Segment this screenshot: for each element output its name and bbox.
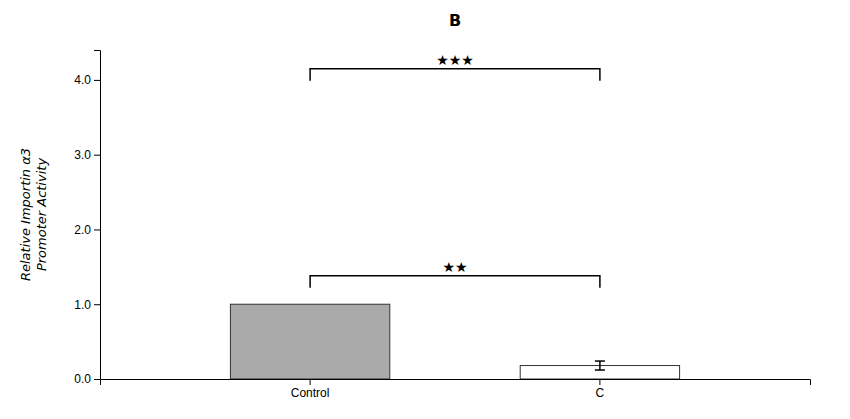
y-tick-label: 4.0 [74, 73, 91, 87]
significance-bracket [310, 276, 600, 288]
bar [230, 304, 389, 379]
y-tick-label: 3.0 [74, 148, 91, 162]
y-axis-title: Relative Importin α3Promoter Activity [18, 148, 49, 281]
x-tick-mark [310, 379, 311, 385]
y-tick-mark [94, 80, 100, 81]
y-axis-title-line: Promoter Activity [34, 158, 49, 271]
y-tick-label: 1.0 [74, 298, 91, 312]
error-bar-line [595, 369, 605, 371]
significance-bracket [310, 69, 600, 81]
title: B [449, 11, 461, 30]
y-tick: 0.0 [74, 372, 100, 386]
y-axis-title-line: Relative Importin α3 [18, 148, 33, 281]
x-axis: Control C [101, 379, 811, 400]
annotations: ★★★★★ [310, 52, 600, 288]
y-tick-label: 0.0 [74, 372, 91, 386]
y-tick-label: 2.0 [74, 223, 91, 237]
y-tick: 1.0 [74, 298, 100, 312]
y-tick-mark [94, 379, 100, 380]
x-tick-label: C [596, 386, 605, 400]
x-axis-line [101, 380, 811, 386]
x-tick-label: Control [291, 386, 330, 400]
y-tick-mark [94, 229, 100, 230]
plot: 0.01.02.03.04.0ControlC★★★★★ [74, 51, 810, 400]
y-axis-line [94, 51, 101, 380]
y-tick: 2.0 [74, 223, 100, 237]
x-tick: Control [291, 379, 330, 400]
error-bar-line [599, 361, 601, 370]
y-tick-mark [94, 304, 100, 305]
y-tick: 3.0 [74, 148, 100, 162]
significance-label: ★★★ [436, 52, 474, 68]
y-tick: 4.0 [74, 73, 100, 87]
y-tick-mark [94, 155, 100, 156]
marks [230, 304, 679, 379]
x-tick: C [596, 379, 605, 400]
x-tick-mark [599, 379, 600, 385]
error-bar [595, 361, 605, 370]
error-bar-line [595, 360, 605, 362]
y-axis: 0.0 1.0 2.0 3.0 4.0 [74, 51, 100, 387]
significance-label: ★★ [442, 259, 467, 275]
chart: 0.01.02.03.04.0ControlC★★★★★BRelative Im… [0, 0, 850, 419]
